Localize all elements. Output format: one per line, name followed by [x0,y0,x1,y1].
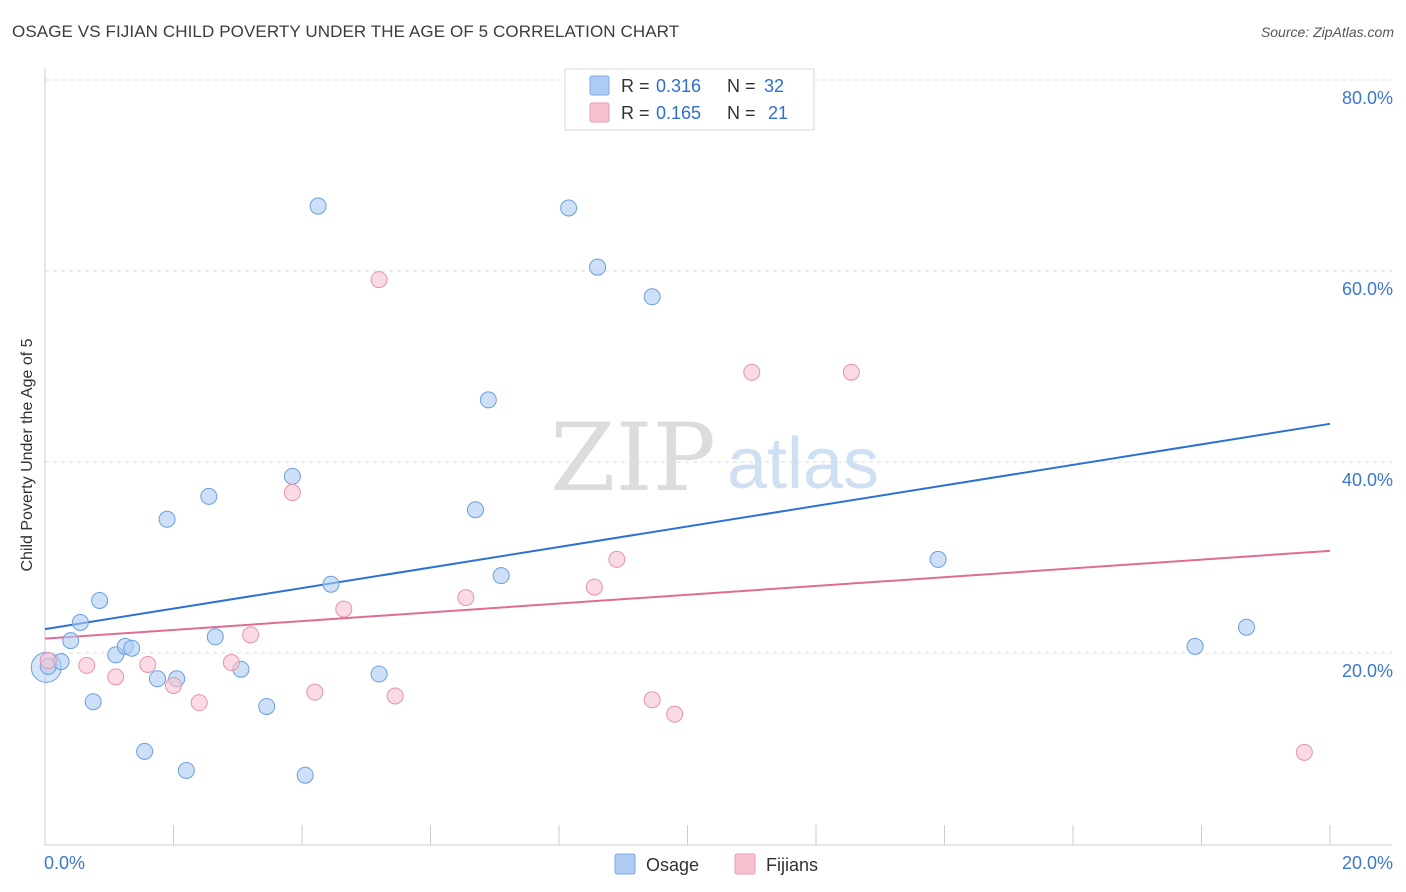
y-tick-label: 80.0% [1342,88,1393,108]
point-fijians [743,363,761,381]
point-osage [322,575,340,593]
source-credit: Source: ZipAtlas.com [1260,24,1394,40]
point-osage [309,197,327,215]
point-fijians [386,687,404,705]
point-fijians [242,626,260,644]
point-osage [1186,637,1204,655]
legend-n-label-fijians: N = [727,103,756,123]
point-osage [123,639,141,657]
point-fijians [842,363,860,381]
chart-title: OSAGE VS FIJIAN CHILD POVERTY UNDER THE … [12,22,680,41]
point-osage [148,670,166,688]
point-osage [560,199,578,217]
y-tick-label: 60.0% [1342,279,1393,299]
y-tick-label: 20.0% [1342,661,1393,681]
point-fijians [78,656,96,674]
bottom-legend-swatch-fijians [734,853,756,875]
point-fijians [585,578,603,596]
point-fijians [457,589,475,607]
point-fijians [222,654,240,672]
point-osage [206,628,224,646]
point-osage [1237,618,1255,636]
watermark: ZIP atlas [550,404,879,513]
point-osage [84,693,102,711]
y-tick-label: 40.0% [1342,470,1393,490]
point-osage [258,697,276,715]
trendline-osage [44,422,1331,631]
legend-n-value-fijians: 21 [768,103,788,123]
trendlines [44,422,1331,640]
point-fijians [370,271,388,289]
bottom-legend: Osage Fijians [614,853,818,875]
point-osage [296,766,314,784]
top-legend: R = 0.316 N = 32 R = 0.165 N = 21 [564,68,815,131]
point-osage [492,567,510,585]
point-fijians [608,550,626,568]
point-fijians [335,600,353,618]
gridlines [45,79,1392,654]
legend-r-label-fijians: R = [621,103,650,123]
legend-n-value-osage: 32 [764,76,784,96]
watermark-zip: ZIP [550,404,716,513]
legend-swatch-fijians [589,102,610,123]
point-osage [136,742,154,760]
point-fijians [190,694,208,712]
legend-r-value-osage: 0.316 [656,76,701,96]
point-osage [91,591,109,609]
point-osage [158,510,176,528]
legend-r-value-fijians: 0.165 [656,103,701,123]
point-fijians [107,668,125,686]
legend-r-label-osage: R = [621,76,650,96]
point-fijians [666,705,684,723]
bottom-legend-label-fijians: Fijians [766,855,818,875]
bottom-legend-label-osage: Osage [646,855,699,875]
point-osage [370,665,388,683]
tick-labels: 20.0% 40.0% 60.0% 80.0% 0.0% 20.0% [44,88,1393,873]
point-fijians [1295,743,1313,761]
point-osage [283,467,301,485]
point-osage [466,501,484,519]
point-osage [479,391,497,409]
point-fijians [283,484,301,502]
legend-swatch-osage [589,75,610,96]
point-fijians [643,691,661,709]
axes [44,68,1392,846]
point-osage [62,632,80,650]
point-osage [929,550,947,568]
x-tick-label: 20.0% [1342,853,1393,873]
point-fijians [39,652,57,670]
point-fijians [139,655,157,673]
point-osage [177,761,195,779]
point-osage [200,487,218,505]
watermark-atlas: atlas [727,424,879,504]
points [30,197,1313,784]
point-fijians [306,683,324,701]
point-osage [643,288,661,306]
trendline-fijians [44,549,1331,640]
point-fijians [165,676,182,694]
bottom-legend-swatch-osage [614,853,636,875]
x-tick-label: 0.0% [44,853,85,873]
point-osage [589,258,607,276]
legend-n-label-osage: N = [727,76,756,96]
point-osage [71,613,89,631]
